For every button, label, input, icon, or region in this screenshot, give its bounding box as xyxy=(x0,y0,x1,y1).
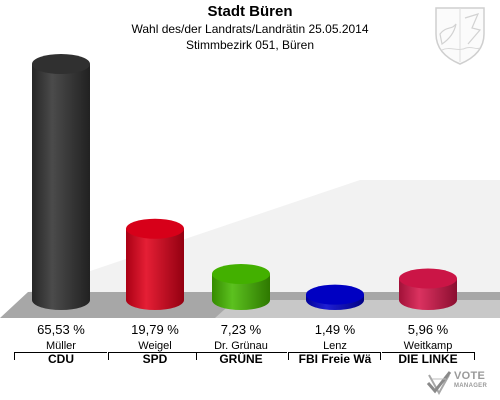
bar-3 xyxy=(306,284,364,310)
axis-tick-0 xyxy=(14,352,15,360)
logo-subtext: MANAGER xyxy=(454,383,488,389)
candidate-label-1: Weigel xyxy=(138,340,172,352)
candidate-label-3: Lenz xyxy=(323,340,347,352)
votemanager-logo: VOTE MANAGER xyxy=(426,368,500,398)
party-label-4: DIE LINKE xyxy=(382,352,474,367)
bar-2 xyxy=(212,263,270,310)
logo-text: VOTE xyxy=(454,370,486,382)
party-label-2: GRÜNE xyxy=(195,352,287,367)
chart-subtitle-district: Stimmbezirk 051, Büren xyxy=(185,38,315,52)
party-label-0: CDU xyxy=(15,352,107,367)
ballot-check-icon xyxy=(426,371,452,396)
axis-tick-5 xyxy=(474,352,475,360)
candidate-label-0: Müller xyxy=(46,340,76,352)
axis-tick-3 xyxy=(288,352,289,360)
candidate-label-2: Dr. Grünau xyxy=(214,340,268,352)
axis-tick-1 xyxy=(108,352,109,360)
party-label-1: SPD xyxy=(109,352,201,367)
candidate-label-4: Weitkamp xyxy=(403,340,453,352)
chart-title: Stadt Büren xyxy=(207,3,293,20)
chart-subtitle-election: Wahl des/der Landrats/Landrätin 25.05.20… xyxy=(131,22,369,36)
value-label-3: 1,49 % xyxy=(314,322,356,337)
axis-tick-2 xyxy=(196,352,197,360)
coat-of-arms-icon xyxy=(435,7,485,65)
party-label-3: FBI Freie Wä xyxy=(289,352,381,367)
value-label-2: 7,23 % xyxy=(220,322,262,337)
bar-0 xyxy=(32,54,90,310)
title-block: Stadt Büren Wahl des/der Landrats/Landrä… xyxy=(0,3,500,53)
value-label-0: 65,53 % xyxy=(37,322,85,337)
bar-4 xyxy=(399,268,457,310)
value-label-4: 5,96 % xyxy=(407,322,449,337)
value-label-1: 19,79 % xyxy=(131,322,179,337)
bar-1 xyxy=(126,218,184,310)
axis-tick-4 xyxy=(380,352,381,360)
